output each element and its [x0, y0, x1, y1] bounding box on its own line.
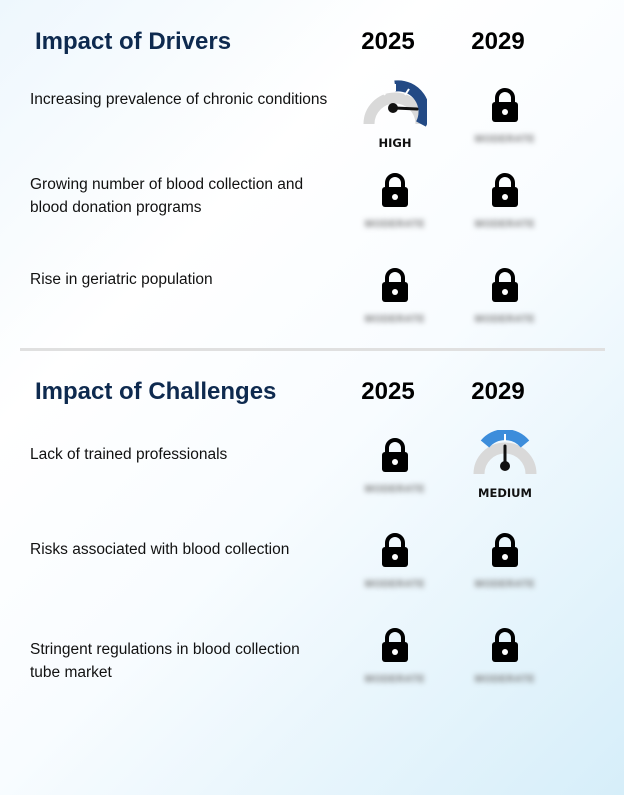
- blurred-value: MODERATE: [364, 579, 426, 590]
- driver-0-2029-lock: MODERATE: [465, 88, 545, 158]
- driver-1-2025-lock: MODERATE: [355, 173, 435, 243]
- blurred-value: MODERATE: [364, 219, 426, 230]
- driver-0-2025-gauge: HIGH: [355, 80, 435, 150]
- driver-row-label: Rise in geriatric population: [30, 271, 213, 288]
- lock-icon: [491, 173, 519, 207]
- lock-icon: [491, 533, 519, 567]
- driver-2-2029-lock: MODERATE: [465, 268, 545, 338]
- lock-icon: [381, 533, 409, 567]
- blurred-value: MODERATE: [474, 579, 536, 590]
- gauge-level-label: MEDIUM: [478, 486, 532, 500]
- blurred-value: MODERATE: [474, 134, 536, 145]
- challenge-0-2029-gauge: MEDIUM: [465, 430, 545, 500]
- drivers-year-2029: 2029: [471, 28, 525, 55]
- driver-row-label: Growing number of blood collection and b…: [30, 176, 304, 216]
- challenge-2-2029-lock: MODERATE: [465, 628, 545, 698]
- lock-icon: [491, 268, 519, 302]
- section-divider: [20, 348, 605, 351]
- gauge-high-icon: [363, 80, 427, 127]
- challenge-row-label: Stringent regulations in blood collectio…: [30, 641, 300, 681]
- blurred-value: MODERATE: [474, 314, 536, 325]
- blurred-value: MODERATE: [364, 674, 426, 685]
- challenge-row-label: Lack of trained professionals: [30, 446, 228, 463]
- lock-icon: [491, 628, 519, 662]
- challenge-1-2029-lock: MODERATE: [465, 533, 545, 603]
- lock-icon: [381, 628, 409, 662]
- gauge-medium-icon: [473, 430, 537, 475]
- blurred-value: MODERATE: [364, 314, 426, 325]
- driver-2-2025-lock: MODERATE: [355, 268, 435, 338]
- drivers-section-title: Impact of Drivers: [35, 28, 232, 55]
- gauge-level-label: HIGH: [378, 136, 412, 150]
- blurred-value: MODERATE: [474, 674, 536, 685]
- challenge-2-2025-lock: MODERATE: [355, 628, 435, 698]
- challenge-row-label: Risks associated with blood collection: [30, 541, 290, 558]
- lock-icon: [491, 88, 519, 122]
- lock-icon: [381, 438, 409, 472]
- challenges-year-2029: 2029: [471, 378, 525, 405]
- blurred-value: MODERATE: [474, 219, 536, 230]
- challenge-1-2025-lock: MODERATE: [355, 533, 435, 603]
- blurred-value: MODERATE: [364, 484, 426, 495]
- lock-icon: [381, 268, 409, 302]
- drivers-year-2025: 2025: [361, 28, 415, 55]
- driver-row-label: Increasing prevalence of chronic conditi…: [30, 91, 328, 108]
- challenge-0-2025-lock: MODERATE: [355, 438, 435, 508]
- driver-1-2029-lock: MODERATE: [465, 173, 545, 243]
- challenges-year-2025: 2025: [361, 378, 415, 405]
- challenges-section-title: Impact of Challenges: [35, 378, 277, 405]
- lock-icon: [381, 173, 409, 207]
